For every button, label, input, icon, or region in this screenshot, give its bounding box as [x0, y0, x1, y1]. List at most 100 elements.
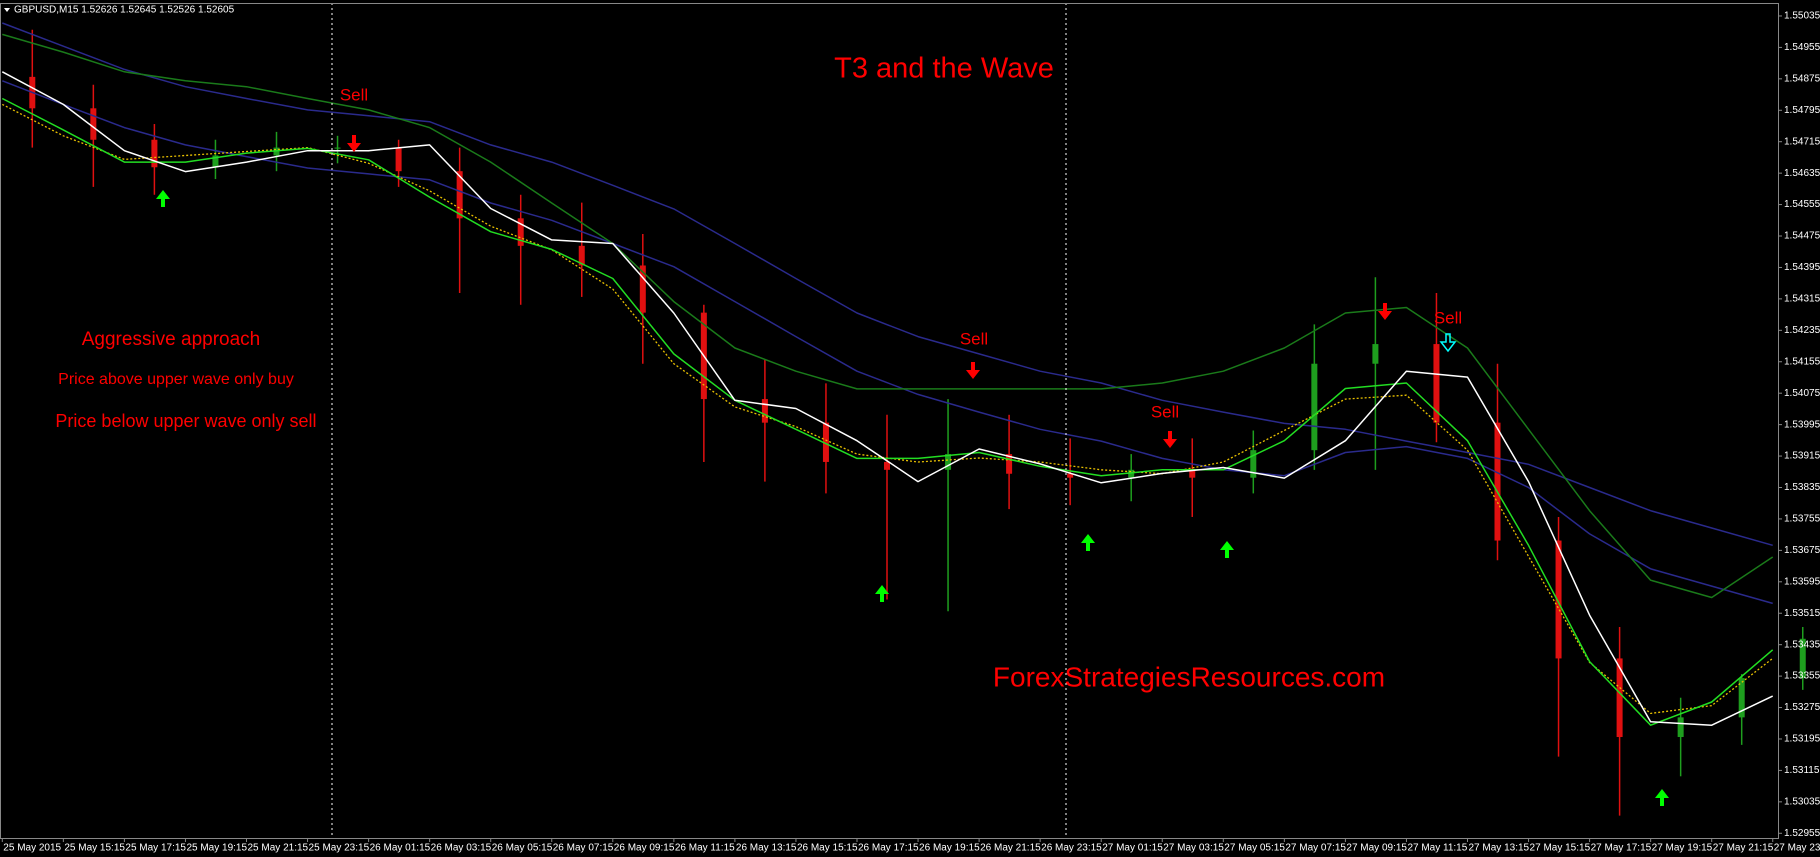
x-tick-label: 26 May 05:15 [492, 843, 553, 854]
candle-body [578, 245, 585, 266]
candle-body [945, 454, 952, 470]
watermark: ForexStrategiesResources.com [993, 661, 1385, 692]
x-tick-label: 27 May 17:15 [1591, 843, 1652, 854]
candle-body [1494, 422, 1501, 541]
x-tick-label: 26 May 11:15 [675, 843, 735, 854]
indicator-line [1, 97, 1774, 726]
y-tick-label: 1.54395 [1784, 262, 1820, 273]
candle-body [822, 422, 829, 462]
candle-body [1128, 469, 1135, 478]
signal-label: Sell [340, 85, 368, 104]
x-tick-label: 25 May 21:15 [248, 843, 309, 854]
y-tick-label: 1.53995 [1784, 419, 1820, 430]
x-tick-label: 27 May 19:15 [1652, 843, 1713, 854]
y-tick-label: 1.53115 [1784, 765, 1820, 776]
indicator-line [2, 33, 1774, 599]
y-tick-label: 1.53355 [1784, 671, 1820, 682]
y-tick-label: 1.53835 [1784, 482, 1820, 493]
candle-body [761, 399, 768, 423]
candle-body [90, 108, 97, 140]
x-tick-label: 25 May 2015 [3, 843, 61, 854]
y-tick-label: 1.52955 [1784, 828, 1820, 839]
y-tick-label: 1.54315 [1784, 294, 1820, 305]
y-tick-label: 1.53675 [1784, 545, 1820, 556]
y-tick-label: 1.54635 [1784, 168, 1820, 179]
x-tick-label: 25 May 17:15 [125, 843, 186, 854]
x-tick-label: 27 May 21:15 [1713, 843, 1774, 854]
note: Price above upper wave only buy [58, 371, 294, 388]
y-tick-label: 1.54795 [1784, 105, 1820, 116]
candle-body [1677, 717, 1684, 738]
signal-label: Sell [1434, 308, 1462, 327]
candle-body [1067, 473, 1074, 478]
symbol-header: GBPUSD,M15 1.52626 1.52645 1.52526 1.526… [14, 5, 235, 16]
x-tick-label: 26 May 21:15 [980, 843, 1041, 854]
x-tick-label: 26 May 09:15 [614, 843, 675, 854]
x-tick-label: 26 May 01:15 [370, 843, 431, 854]
note: Price below upper wave only sell [55, 411, 316, 431]
indicator-line [2, 80, 1773, 605]
candle-body [1799, 638, 1806, 679]
indicator-line [1, 71, 1774, 726]
y-tick-label: 1.53595 [1784, 576, 1820, 587]
x-tick-label: 27 May 13:15 [1469, 843, 1530, 854]
candle-body [1311, 363, 1318, 451]
plot-frame [0, 3, 1779, 839]
y-tick-label: 1.54955 [1784, 42, 1820, 53]
x-tick-label: 27 May 11:15 [1407, 843, 1467, 854]
y-tick-label: 1.54075 [1784, 388, 1820, 399]
x-tick-label: 27 May 01:15 [1102, 843, 1163, 854]
x-tick-label: 27 May 07:15 [1285, 843, 1346, 854]
y-tick-label: 1.53515 [1784, 608, 1820, 619]
x-tick-label: 26 May 19:15 [919, 843, 980, 854]
candle-body [1433, 344, 1440, 423]
plot-area [1, 22, 1806, 816]
y-tick-label: 1.53755 [1784, 514, 1820, 525]
y-tick-label: 1.54155 [1784, 356, 1820, 367]
candle-body [151, 139, 158, 168]
indicator-line [2, 22, 1773, 547]
x-tick-label: 26 May 13:15 [736, 843, 797, 854]
candle-body [1555, 540, 1562, 659]
x-tick-label: 26 May 07:15 [553, 843, 614, 854]
candle-body [1616, 658, 1623, 738]
candle-body [1189, 469, 1196, 478]
candle-body [639, 265, 646, 313]
signal-label: Sell [960, 329, 988, 348]
note: Aggressive approach [82, 329, 261, 350]
candle-body [456, 171, 463, 219]
candle-body [212, 155, 219, 168]
candle-body [884, 461, 890, 470]
y-tick-label: 1.53035 [1784, 796, 1820, 807]
candle-body [1372, 344, 1379, 364]
x-tick-label: 27 May 03:15 [1163, 843, 1224, 854]
x-tick-label: 25 May 19:15 [186, 843, 247, 854]
x-tick-label: 25 May 15:15 [64, 843, 125, 854]
x-tick-label: 27 May 05:15 [1224, 843, 1285, 854]
y-tick-label: 1.54235 [1784, 325, 1820, 336]
y-tick-label: 1.53915 [1784, 451, 1820, 462]
x-tick-label: 26 May 15:15 [797, 843, 858, 854]
candle-body [334, 147, 341, 149]
x-tick-label: 25 May 23:15 [309, 843, 370, 854]
y-tick-label: 1.54715 [1784, 136, 1820, 147]
signal-label: Sell [1151, 402, 1179, 421]
y-tick-label: 1.53275 [1784, 702, 1820, 713]
y-tick-label: 1.54875 [1784, 73, 1820, 84]
y-tick-label: 1.54475 [1784, 231, 1820, 242]
chart-title: T3 and the Wave [834, 53, 1054, 85]
x-tick-label: 27 May 15:15 [1530, 843, 1591, 854]
x-tick-label: 27 May 23:15 [1774, 843, 1820, 854]
y-tick-label: 1.55035 [1784, 11, 1820, 22]
x-tick-label: 27 May 09:15 [1346, 843, 1407, 854]
candle-body [1006, 454, 1013, 474]
candle-body [1250, 450, 1257, 478]
y-tick-label: 1.54555 [1784, 199, 1820, 210]
candle-body [517, 218, 524, 246]
y-tick-label: 1.53195 [1784, 734, 1820, 745]
x-tick-label: 26 May 23:15 [1041, 843, 1102, 854]
candle-body [1738, 678, 1745, 718]
candle-body [395, 147, 402, 172]
